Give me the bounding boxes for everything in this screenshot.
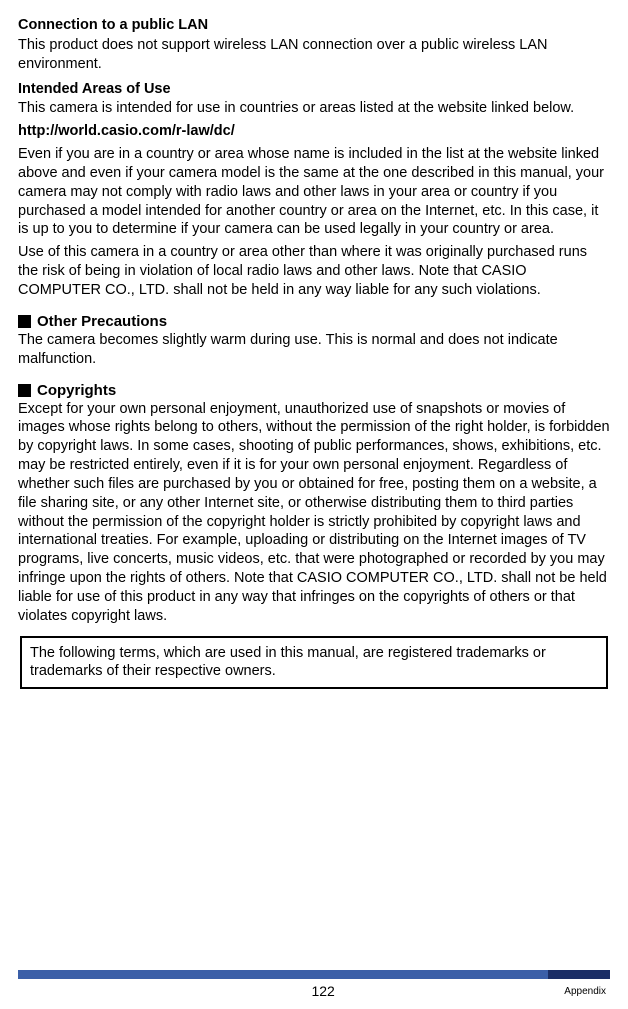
- manual-page: Connection to a public LAN This product …: [0, 0, 628, 1009]
- square-bullet-icon: [18, 315, 31, 328]
- footer: 122 Appendix: [18, 970, 610, 1009]
- precautions-heading: Other Precautions: [18, 314, 610, 329]
- copyrights-heading: Copyrights: [18, 383, 610, 398]
- footer-section-label: Appendix: [564, 986, 606, 997]
- intended-title: Intended Areas of Use: [18, 80, 610, 99]
- square-bullet-icon: [18, 384, 31, 397]
- trademark-note-box: The following terms, which are used in t…: [20, 636, 608, 689]
- content-area: Connection to a public LAN This product …: [18, 10, 610, 970]
- intended-url: http://world.casio.com/r-law/dc/: [18, 122, 610, 141]
- lan-title: Connection to a public LAN: [18, 16, 610, 35]
- precautions-body: The camera becomes slightly warm during …: [18, 331, 610, 369]
- intended-body3: Use of this camera in a country or area …: [18, 243, 610, 300]
- intended-body1: This camera is intended for use in count…: [18, 99, 610, 118]
- footer-row: 122 Appendix: [18, 979, 610, 1009]
- trademark-note-text: The following terms, which are used in t…: [30, 645, 546, 680]
- page-number: 122: [311, 983, 334, 999]
- copyrights-title: Copyrights: [37, 383, 116, 398]
- footer-color-bar: [18, 970, 610, 979]
- precautions-title: Other Precautions: [37, 314, 167, 329]
- intended-body2: Even if you are in a country or area who…: [18, 145, 610, 239]
- lan-body: This product does not support wireless L…: [18, 36, 610, 74]
- copyrights-body: Except for your own personal enjoyment, …: [18, 400, 610, 626]
